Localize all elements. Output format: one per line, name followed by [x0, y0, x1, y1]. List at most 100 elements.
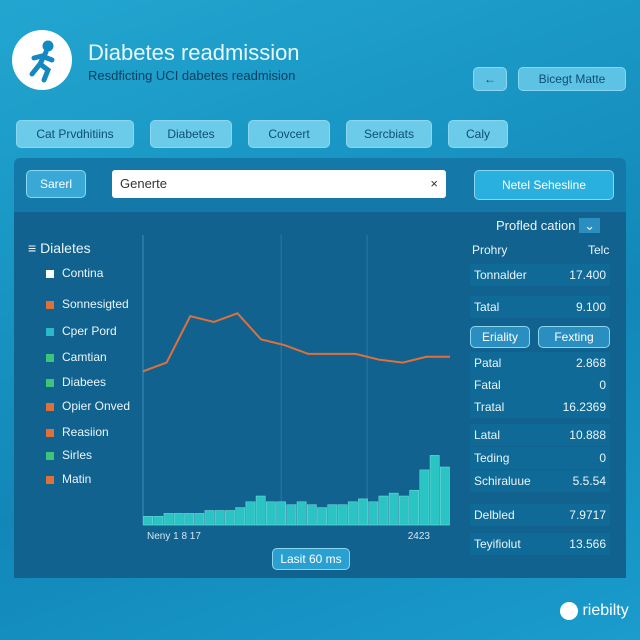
- logo: [12, 30, 72, 90]
- row-label: Patal: [474, 356, 502, 370]
- bar: [358, 498, 368, 526]
- legend-swatch: [46, 403, 54, 411]
- search-input[interactable]: Generte ×: [112, 170, 446, 198]
- bar: [194, 513, 205, 526]
- panel-row: Schiraluue 5.5.54: [470, 470, 610, 492]
- panel-row: Fatal 0: [470, 374, 610, 396]
- row-value: 2.868: [575, 356, 606, 370]
- brand-icon: [560, 602, 578, 620]
- bar: [347, 501, 358, 526]
- x-tick-label: 2423: [408, 531, 431, 542]
- tab[interactable]: Sercbiats: [346, 120, 432, 148]
- row-label: Teding: [474, 451, 510, 465]
- dropdown-text: Profled cation: [496, 218, 576, 233]
- legend-label: Matin: [62, 472, 92, 486]
- row-value: 9.100: [575, 300, 606, 314]
- bar: [409, 489, 420, 526]
- panel-row: Delbled 7.9717: [470, 504, 610, 526]
- bar: [214, 510, 225, 526]
- legend-label: Camtian: [62, 350, 107, 364]
- select[interactable]: Sarerl: [26, 170, 86, 198]
- bar: [419, 469, 430, 526]
- legend-label: Diabees: [62, 375, 107, 389]
- panel-row: Tatal 9.100: [470, 296, 610, 318]
- title: Diabetes readmission: [88, 40, 300, 65]
- chart-button[interactable]: Lasit 60 ms: [272, 548, 350, 570]
- tab[interactable]: Covcert: [248, 120, 330, 148]
- bar: [286, 504, 297, 526]
- row-label: Tonnalder: [474, 268, 527, 282]
- panel-head-0: Prohry: [472, 243, 508, 257]
- clear-icon[interactable]: ×: [430, 176, 438, 191]
- legend-label: Opier Onved: [62, 399, 131, 413]
- row-label: Delbled: [474, 508, 515, 522]
- bar: [399, 495, 409, 526]
- bar: [255, 495, 266, 526]
- bar: [337, 504, 348, 526]
- filter-button[interactable]: Netel Sehesline: [474, 170, 614, 200]
- legend-label: Reasiion: [62, 425, 109, 439]
- row-label: Tratal: [474, 400, 505, 414]
- x-tick-label: Neny 1 8 17: [147, 531, 201, 542]
- panel-row: Patal 2.868: [470, 352, 610, 374]
- legend-swatch: [46, 452, 54, 460]
- legend-swatch: [46, 354, 54, 362]
- action-button[interactable]: Bicegt Matte: [518, 67, 626, 91]
- legend-swatch: [46, 476, 54, 484]
- legend-label: Sonnesigted: [62, 297, 129, 311]
- line: [142, 312, 450, 373]
- legend-label: Cper Pord: [62, 324, 117, 338]
- row-label: Schiraluue: [474, 474, 531, 488]
- logo-icon: [29, 40, 55, 83]
- legend-swatch: [46, 429, 54, 437]
- tab[interactable]: Diabetes: [150, 120, 232, 148]
- row-label: Latal: [474, 428, 501, 442]
- search-text: Generte: [120, 176, 167, 191]
- panel-row: Tratal 16.2369: [470, 396, 610, 418]
- row-value: 0: [599, 378, 606, 392]
- bar: [204, 510, 215, 526]
- bar: [388, 492, 399, 526]
- panel-row: Teding 0: [470, 447, 610, 469]
- legend-swatch: [46, 270, 54, 278]
- panel-head-1: Telc: [588, 243, 610, 257]
- bar: [368, 501, 379, 526]
- tab[interactable]: Cat Prvdhitiins: [16, 120, 134, 148]
- panel-dropdown[interactable]: Profled cation ⌄: [496, 218, 601, 234]
- bar: [440, 466, 450, 526]
- bar: [276, 501, 287, 526]
- tab[interactable]: Caly: [448, 120, 508, 148]
- panel-row: Tonnalder 17.400: [470, 264, 610, 286]
- legend-swatch: [46, 379, 54, 387]
- bar: [327, 504, 338, 526]
- chart: Neny 1 8 17 2423: [142, 235, 450, 542]
- row-value: 5.5.54: [572, 474, 606, 488]
- bar: [143, 516, 153, 526]
- bar: [317, 507, 327, 526]
- panel-button[interactable]: Eriality: [470, 326, 530, 348]
- panel-row: Teyifiolut 13.566: [470, 533, 610, 555]
- bar: [235, 507, 246, 526]
- legend-label: Sirles: [62, 448, 93, 462]
- legend-swatch: [46, 328, 54, 336]
- bar: [378, 495, 389, 526]
- legend-title: ≡ Dialetes: [28, 240, 91, 256]
- panel-row: Latal 10.888: [470, 424, 610, 446]
- bar: [245, 501, 256, 526]
- legend-swatch: [46, 301, 54, 309]
- back-button[interactable]: ←: [473, 67, 507, 91]
- bar: [266, 501, 276, 526]
- row-label: Tatal: [474, 300, 500, 314]
- row-value: 13.566: [569, 537, 606, 551]
- row-value: 16.2369: [562, 400, 606, 414]
- panel-button[interactable]: Fexting: [538, 326, 610, 348]
- dropdown-arrow[interactable]: ⌄: [579, 218, 601, 233]
- row-label: Fatal: [474, 378, 501, 392]
- row-value: 10.888: [569, 428, 606, 442]
- bar: [296, 501, 307, 526]
- bar: [225, 510, 235, 526]
- legend-label: Contina: [62, 266, 104, 280]
- legend-title-text: Dialetes: [40, 240, 91, 256]
- brand: riebilty: [560, 602, 629, 620]
